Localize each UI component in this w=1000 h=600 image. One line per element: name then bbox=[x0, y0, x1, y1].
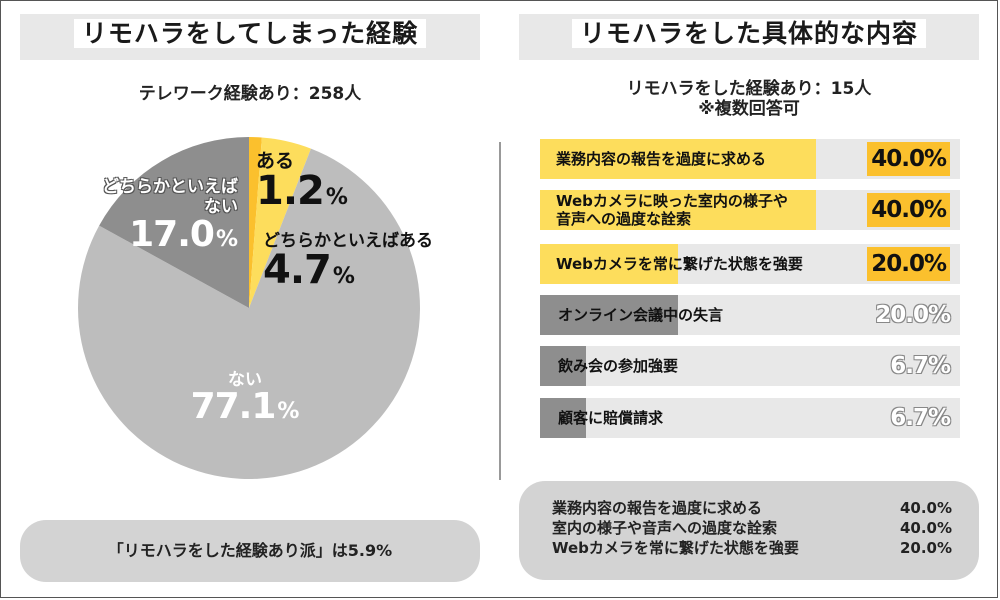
pie-slice-aru bbox=[249, 137, 262, 308]
bar-label: 顧客に賠償請求 bbox=[558, 409, 664, 427]
pie-label-somewhat-no-line2: ない bbox=[204, 197, 238, 217]
bar-row-report: 業務内容の報告を過度に求める 40.0% bbox=[540, 139, 960, 179]
bar-value: 40.0% bbox=[867, 142, 950, 176]
bar-fill bbox=[540, 346, 587, 386]
right-summary-pill bbox=[519, 481, 979, 580]
pie-label-somewhat-no-unit: % bbox=[215, 227, 238, 252]
pie-label-somewhat-yes-name: どちらかといえばある bbox=[263, 231, 433, 251]
right-respondent-count: リモハラをした経験あり：15人 ※複数回答可 bbox=[519, 79, 979, 119]
right-count-line2: ※複数回答可 bbox=[698, 99, 800, 119]
bar-fill bbox=[540, 139, 816, 179]
section-divider bbox=[499, 142, 501, 480]
summary-label: 室内の様子や音声への過度な詮索 bbox=[552, 519, 778, 537]
left-title-text: リモハラをしてしまった経験 bbox=[73, 19, 427, 48]
summary-value: 40.0% bbox=[899, 519, 952, 537]
pie-label-somewhat-no: どちらかといえば ない 17.0% bbox=[62, 177, 238, 253]
pie-label-aru-name: ある bbox=[256, 150, 295, 172]
right-summary-list: 業務内容の報告を過度に求める 40.0% 室内の様子や音声への過度な詮索 40.… bbox=[552, 498, 952, 558]
bar-fill bbox=[540, 398, 587, 438]
bar-label: オンライン会議中の失言 bbox=[558, 306, 724, 324]
bar-fill bbox=[540, 190, 816, 230]
pie-label-somewhat-yes-value: 4.7 bbox=[263, 247, 332, 293]
pie-label-nai-name: ない bbox=[228, 370, 262, 390]
bar-label-line2: 音声への過度な詮索 bbox=[556, 210, 692, 228]
right-title-text: リモハラをした具体的な内容 bbox=[571, 19, 926, 48]
bar-row-camera-snooping: Webカメラに映った室内の様子や 音声への過度な詮索 40.0% bbox=[540, 190, 960, 230]
bar-row-drinking-party: 飲み会の参加強要 6.7% bbox=[540, 346, 960, 386]
bar-fill bbox=[540, 244, 678, 284]
bar-track bbox=[540, 398, 960, 438]
left-section-title: リモハラをしてしまった経験 bbox=[20, 14, 480, 60]
pie-label-aru-value: 1.2 bbox=[256, 168, 325, 214]
pie-label-nai-value: 77.1 bbox=[190, 386, 277, 427]
left-respondent-count: テレワーク経験あり：258人 bbox=[138, 84, 362, 104]
bar-row-meeting-gaffe: オンライン会議中の失言 20.0% bbox=[540, 295, 960, 335]
bar-row-customer-claim: 顧客に賠償請求 6.7% bbox=[540, 398, 960, 438]
pie-label-nai-unit: % bbox=[277, 399, 300, 424]
bar-label: Webカメラを常に繋げた状態を強要 bbox=[556, 255, 803, 273]
pie-label-nai: ない 77.1% bbox=[190, 372, 300, 425]
summary-value: 20.0% bbox=[899, 539, 952, 557]
pie-chart-svg bbox=[78, 137, 420, 479]
pie-slice-somewhat-no bbox=[99, 137, 250, 308]
pie-label-somewhat-yes: どちらかといえばある 4.7% bbox=[263, 231, 433, 293]
bar-value: 20.0% bbox=[875, 302, 951, 328]
bar-value: 40.0% bbox=[867, 193, 950, 227]
bar-label: 業務内容の報告を過度に求める bbox=[556, 150, 767, 168]
summary-value: 40.0% bbox=[899, 499, 952, 517]
bar-row-camera-always-on: Webカメラを常に繋げた状態を強要 20.0% bbox=[540, 244, 960, 284]
pie-label-aru-unit: % bbox=[325, 185, 348, 210]
bar-value: 6.7% bbox=[890, 405, 951, 431]
bar-value: 6.7% bbox=[890, 353, 951, 379]
summary-row: Webカメラを常に繋げた状態を強要 20.0% bbox=[552, 538, 952, 558]
summary-row: 室内の様子や音声への過度な詮索 40.0% bbox=[552, 518, 952, 538]
bar-track bbox=[540, 346, 960, 386]
pie-label-somewhat-no-line1: どちらかといえば bbox=[102, 177, 238, 197]
left-summary-pill: 「リモハラをした経験あり派」は5.9% bbox=[20, 520, 480, 582]
bar-label: 飲み会の参加強要 bbox=[558, 357, 679, 375]
bar-label: Webカメラに映った室内の様子や 音声への過度な詮索 bbox=[540, 190, 788, 230]
right-section-title: リモハラをした具体的な内容 bbox=[519, 14, 979, 60]
pie-chart: ある 1.2% どちらかといえばある 4.7% どちらかといえば ない 17.0… bbox=[0, 0, 500, 520]
summary-label: 業務内容の報告を過度に求める bbox=[552, 499, 763, 517]
bar-label-line1: Webカメラに映った室内の様子や bbox=[556, 192, 788, 210]
pie-slice-somewhat-yes bbox=[249, 137, 311, 308]
bar-value: 20.0% bbox=[867, 247, 950, 281]
pie-label-somewhat-yes-unit: % bbox=[332, 264, 355, 289]
summary-label: Webカメラを常に繋げた状態を強要 bbox=[552, 539, 799, 557]
pie-label-aru: ある 1.2% bbox=[256, 150, 348, 214]
bar-fill bbox=[540, 295, 678, 335]
right-count-line1: リモハラをした経験あり：15人 bbox=[626, 79, 872, 99]
pie-label-somewhat-no-value: 17.0 bbox=[129, 214, 215, 255]
summary-row: 業務内容の報告を過度に求める 40.0% bbox=[552, 498, 952, 518]
pie-slice-nai bbox=[78, 148, 420, 479]
